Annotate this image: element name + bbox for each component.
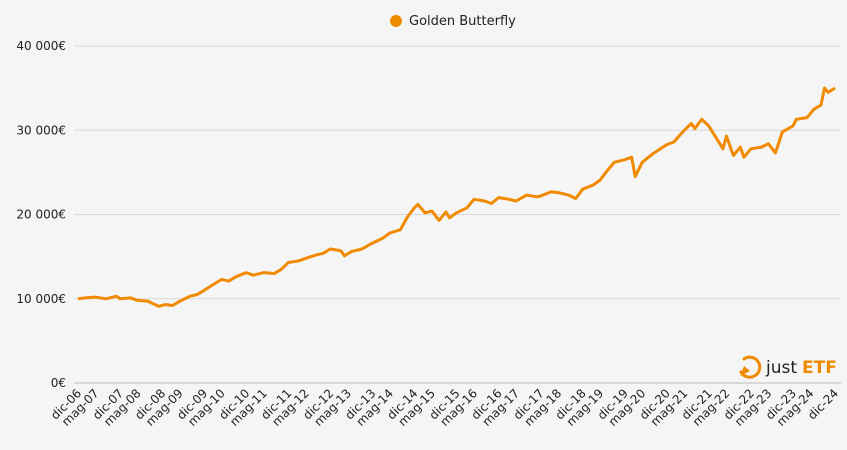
justetf-logo: just ETF [739, 355, 837, 379]
legend[interactable]: Golden Butterfly [390, 14, 516, 29]
logo-icon [739, 355, 762, 379]
legend-marker [390, 15, 402, 27]
legend-label: Golden Butterfly [409, 14, 516, 29]
y-tick-label: 30 000€ [16, 123, 66, 137]
y-tick-label: 0€ [51, 376, 66, 390]
y-tick-label: 40 000€ [16, 39, 66, 53]
y-tick-label: 10 000€ [16, 292, 66, 306]
y-tick-label: 20 000€ [16, 208, 66, 222]
logo-text-etf: ETF [802, 358, 837, 378]
series-line-golden-butterfly [77, 86, 836, 308]
logo-text-just: just [765, 358, 797, 378]
